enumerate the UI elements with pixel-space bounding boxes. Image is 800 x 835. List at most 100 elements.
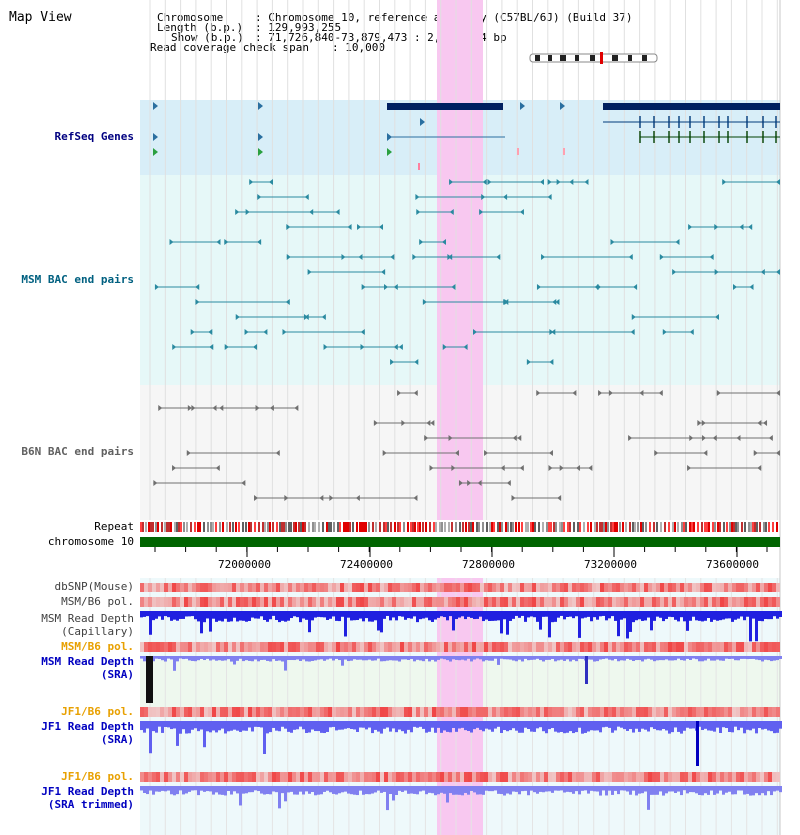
polymorphism-cell <box>768 772 772 782</box>
depth-bar <box>533 656 536 660</box>
polymorphism-cell <box>680 583 684 592</box>
depth-bar <box>728 786 731 792</box>
polymorphism-cell <box>416 583 420 592</box>
polymorphism-cell <box>308 772 312 782</box>
polymorphism-cell <box>188 597 192 607</box>
depth-bar <box>695 656 698 660</box>
repeat-mark <box>203 522 205 532</box>
polymorphism-cell <box>424 642 428 652</box>
track-label-refseq[interactable]: RefSeq Genes <box>54 130 134 143</box>
polymorphism-cell <box>592 707 596 717</box>
polymorphism-cell <box>216 642 220 652</box>
polymorphism-cell <box>252 707 256 717</box>
polymorphism-cell <box>328 707 332 717</box>
depth-bar <box>152 656 155 662</box>
depth-bar <box>233 656 236 665</box>
polymorphism-cell <box>724 707 728 717</box>
depth-bar <box>296 786 299 795</box>
depth-bar <box>533 611 536 618</box>
polymorphism-cell <box>360 597 364 607</box>
polymorphism-cell <box>760 583 764 592</box>
repeat-mark <box>345 522 347 532</box>
track-label-msm-bac[interactable]: MSM BAC end pairs <box>21 273 134 286</box>
polymorphism-cell <box>464 642 468 652</box>
depth-bar <box>521 786 524 792</box>
depth-bar <box>299 611 302 623</box>
msm-bac-pair-end <box>776 269 780 275</box>
depth-bar <box>245 721 248 731</box>
depth-bar <box>539 786 542 792</box>
polymorphism-cell <box>184 597 188 607</box>
b6n-bac-pair-end <box>703 450 708 456</box>
gene-arrow <box>258 133 263 141</box>
polymorphism-cell <box>168 583 172 592</box>
polymorphism-cell <box>232 583 236 592</box>
depth-bar <box>290 786 293 792</box>
polymorphism-cell <box>216 772 220 782</box>
polymorphism-cell <box>652 772 656 782</box>
depth-bar <box>365 786 368 795</box>
polymorphism-cell <box>328 772 332 782</box>
polymorphism-cell <box>176 707 180 717</box>
depth-bar <box>767 721 770 731</box>
repeat-mark <box>308 522 310 532</box>
track-label-b6n-bac[interactable]: B6N BAC end pairs <box>21 445 134 458</box>
polymorphism-cell <box>308 597 312 607</box>
repeat-mark <box>349 522 351 532</box>
axis-tick-label: 73200000 <box>584 558 637 571</box>
polymorphism-cell <box>640 583 644 592</box>
polymorphism-cell <box>384 642 388 652</box>
depth-bar <box>212 786 215 795</box>
depth-bar <box>470 721 473 733</box>
depth-bar <box>680 721 683 734</box>
depth-bar <box>371 656 374 661</box>
depth-bar <box>425 786 428 795</box>
polymorphism-cell <box>516 597 520 607</box>
msm-bac-pair-end <box>286 224 291 230</box>
repeat-mark <box>302 522 304 532</box>
depth-bar <box>686 611 689 631</box>
depth-bar <box>635 786 638 796</box>
polymorphism-cell <box>284 583 288 592</box>
depth-bar <box>458 721 461 729</box>
depth-bar <box>617 721 620 727</box>
depth-bar <box>290 656 293 661</box>
polymorphism-cell <box>188 583 192 592</box>
repeat-mark <box>399 522 401 532</box>
polymorphism-cell <box>616 707 620 717</box>
depth-bar <box>752 721 755 729</box>
polymorphism-cell <box>456 772 460 782</box>
depth-bar <box>482 656 485 662</box>
polymorphism-cell <box>360 642 364 652</box>
depth-bar <box>659 721 662 731</box>
repeat-mark <box>521 522 523 532</box>
b6n-bac-pair-end <box>757 465 762 471</box>
polymorphism-cell <box>148 707 152 717</box>
depth-bar <box>719 786 722 791</box>
polymorphism-cell <box>644 642 648 652</box>
polymorphism-cell <box>312 642 316 652</box>
depth-bar <box>701 656 704 662</box>
polymorphism-cell <box>468 583 472 592</box>
depth-bar <box>188 611 191 617</box>
polymorphism-cell <box>168 707 172 717</box>
gene-arrow <box>153 102 158 110</box>
depth-bar <box>740 721 743 728</box>
polymorphism-cell <box>660 597 664 607</box>
polymorphism-cell <box>612 597 616 607</box>
depth-bar <box>191 721 194 730</box>
repeat-mark <box>476 522 478 532</box>
polymorphism-cell <box>212 642 216 652</box>
depth-bar <box>167 786 170 791</box>
polymorphism-cell <box>320 597 324 607</box>
repeat-mark <box>750 522 752 532</box>
depth-bar <box>296 611 299 618</box>
polymorphism-cell <box>728 772 732 782</box>
depth-bar <box>497 721 500 727</box>
depth-bar <box>371 611 374 622</box>
depth-bar <box>320 611 323 618</box>
repeat-mark <box>656 522 658 532</box>
polymorphism-cell <box>324 707 328 717</box>
depth-bar <box>332 611 335 617</box>
